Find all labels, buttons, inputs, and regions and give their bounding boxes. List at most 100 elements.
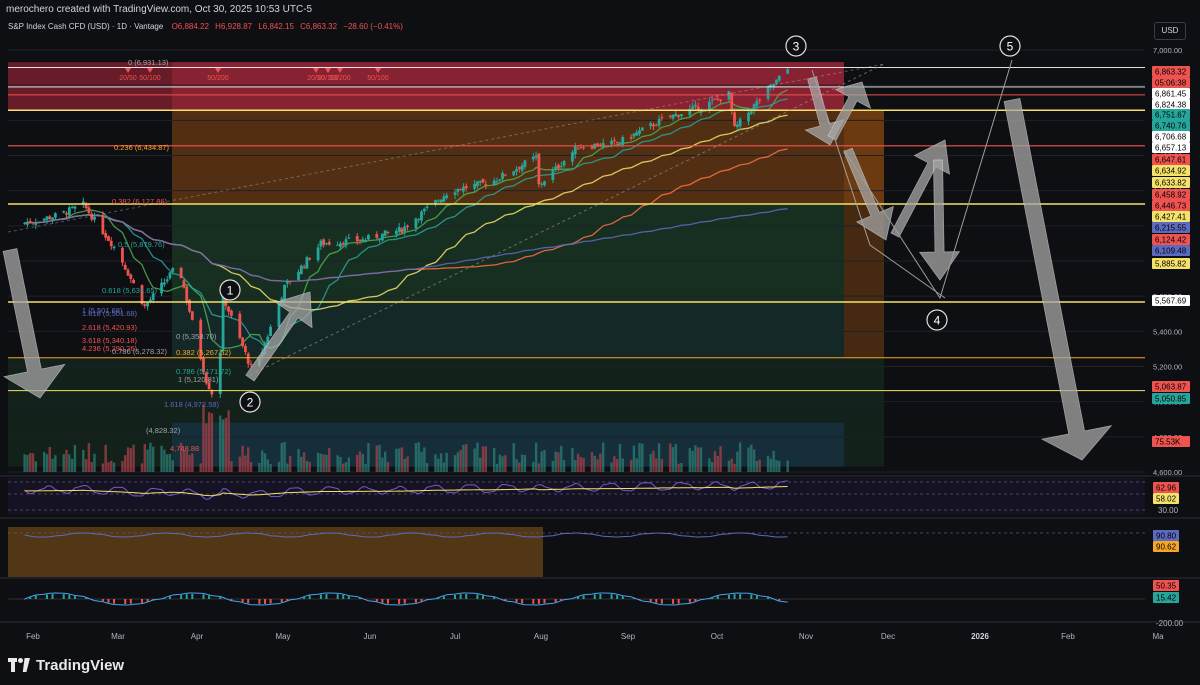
candle-body — [674, 113, 678, 117]
volume-bar — [277, 461, 281, 472]
candle-body — [132, 279, 136, 284]
price-tag-text: 5,885.82 — [1155, 260, 1187, 269]
indicator-value-text: 50.35 — [1156, 582, 1177, 591]
candle-body — [459, 188, 463, 191]
fib-label: 0.786 (5,278.32) — [112, 347, 168, 356]
macd-histogram-bar — [688, 599, 691, 603]
candle-body — [495, 181, 499, 183]
y-axis-tick: 7,000.00 — [1153, 46, 1182, 55]
volume-bar — [126, 447, 130, 472]
volume-bar — [112, 462, 116, 472]
tradingview-logo[interactable]: TradingView — [8, 654, 124, 676]
currency-button[interactable]: USD — [1154, 22, 1186, 40]
volume-bar — [492, 447, 496, 472]
x-axis-tick: Sep — [621, 632, 636, 641]
candle-body — [53, 213, 57, 218]
candle-body — [204, 372, 208, 384]
candle-body — [540, 183, 544, 185]
price-tag — [1152, 131, 1190, 142]
volume-bar — [434, 454, 437, 472]
wave-label-circle — [785, 35, 807, 57]
candle-body — [420, 211, 423, 221]
volume-bar — [775, 460, 778, 472]
volume-bar — [227, 410, 230, 472]
volume-bar — [219, 415, 222, 472]
macd-histogram-bar — [694, 599, 697, 602]
volume-bar — [635, 458, 638, 472]
price-tag-text: 6,861.45 — [1155, 90, 1187, 99]
candle-body — [596, 143, 599, 147]
volume-bar — [504, 455, 507, 472]
volume-bar — [325, 454, 328, 472]
price-tag — [1152, 120, 1190, 131]
volume-bar — [258, 462, 261, 472]
volume-bar — [437, 458, 440, 472]
candle-body — [244, 346, 247, 353]
indicator-value-text: 90.80 — [1156, 532, 1177, 541]
price-tag — [1152, 177, 1190, 188]
macd-histogram-bar — [208, 595, 211, 599]
volume-bar — [62, 454, 65, 472]
volume-bar — [260, 450, 264, 472]
x-axis-tick: Nov — [799, 632, 813, 641]
wave-arrow-jan — [2, 248, 66, 399]
macd-histogram-bar — [504, 599, 507, 601]
candle-body — [400, 228, 404, 233]
candle-body — [339, 243, 342, 247]
candle-body — [199, 320, 203, 360]
price-tag — [1152, 200, 1190, 211]
volume-bar — [378, 444, 381, 472]
symbol-name[interactable]: S&P Index Cash CFD (USD) · 1D · Vantage — [8, 22, 164, 31]
volume-bar — [442, 462, 446, 472]
volume-bar — [132, 444, 135, 472]
candle-body — [375, 234, 379, 238]
macd-histogram-bar — [280, 599, 283, 603]
candle-body — [618, 142, 622, 145]
candle-body — [582, 147, 586, 149]
candle-body — [285, 281, 289, 284]
volume-bar — [45, 454, 49, 472]
macd-histogram-bar — [286, 599, 289, 601]
price-tag — [1152, 77, 1190, 88]
symbol-line[interactable]: S&P Index Cash CFD (USD) · 1D · Vantage … — [8, 22, 403, 31]
macd-histogram-bar — [347, 596, 350, 599]
candle-body — [559, 166, 563, 168]
candle-body — [534, 155, 538, 158]
candle-body — [629, 137, 633, 139]
volume-bar — [629, 459, 633, 472]
volume-bar — [420, 451, 423, 472]
wave-arrow-wave5-decline — [1003, 98, 1113, 461]
macd-histogram-bar — [336, 594, 339, 599]
candle-body — [484, 184, 488, 186]
volume-bar — [551, 461, 555, 472]
candle-body — [380, 233, 384, 241]
volume-bar — [613, 456, 616, 472]
moving-average-line — [24, 89, 788, 349]
candle-body — [403, 226, 407, 232]
volume-bar — [501, 456, 504, 472]
candle-body — [537, 153, 541, 185]
candle-body — [23, 222, 27, 224]
candle-body — [322, 239, 326, 245]
volume-bar — [286, 463, 289, 472]
volume-bar — [361, 454, 365, 472]
rsi-line — [24, 480, 788, 500]
volume-bar — [400, 447, 404, 472]
rsi-ma-line — [24, 486, 788, 497]
volume-bar — [534, 442, 538, 472]
volume-bar — [473, 448, 476, 472]
macd-histogram-bar — [23, 599, 26, 600]
middle-indicator-line — [24, 532, 788, 538]
volume-bar — [736, 451, 739, 472]
macd-histogram-bar — [454, 594, 457, 599]
macd-histogram-bar — [660, 599, 663, 604]
candle-body — [660, 117, 664, 119]
candle-body — [45, 216, 49, 220]
candle-body — [386, 232, 390, 234]
volume-bar — [579, 457, 583, 472]
wave-projection-line — [811, 69, 946, 299]
x-axis-tick: May — [275, 632, 290, 641]
volume-bar — [425, 463, 429, 472]
price-tag — [1152, 88, 1190, 99]
